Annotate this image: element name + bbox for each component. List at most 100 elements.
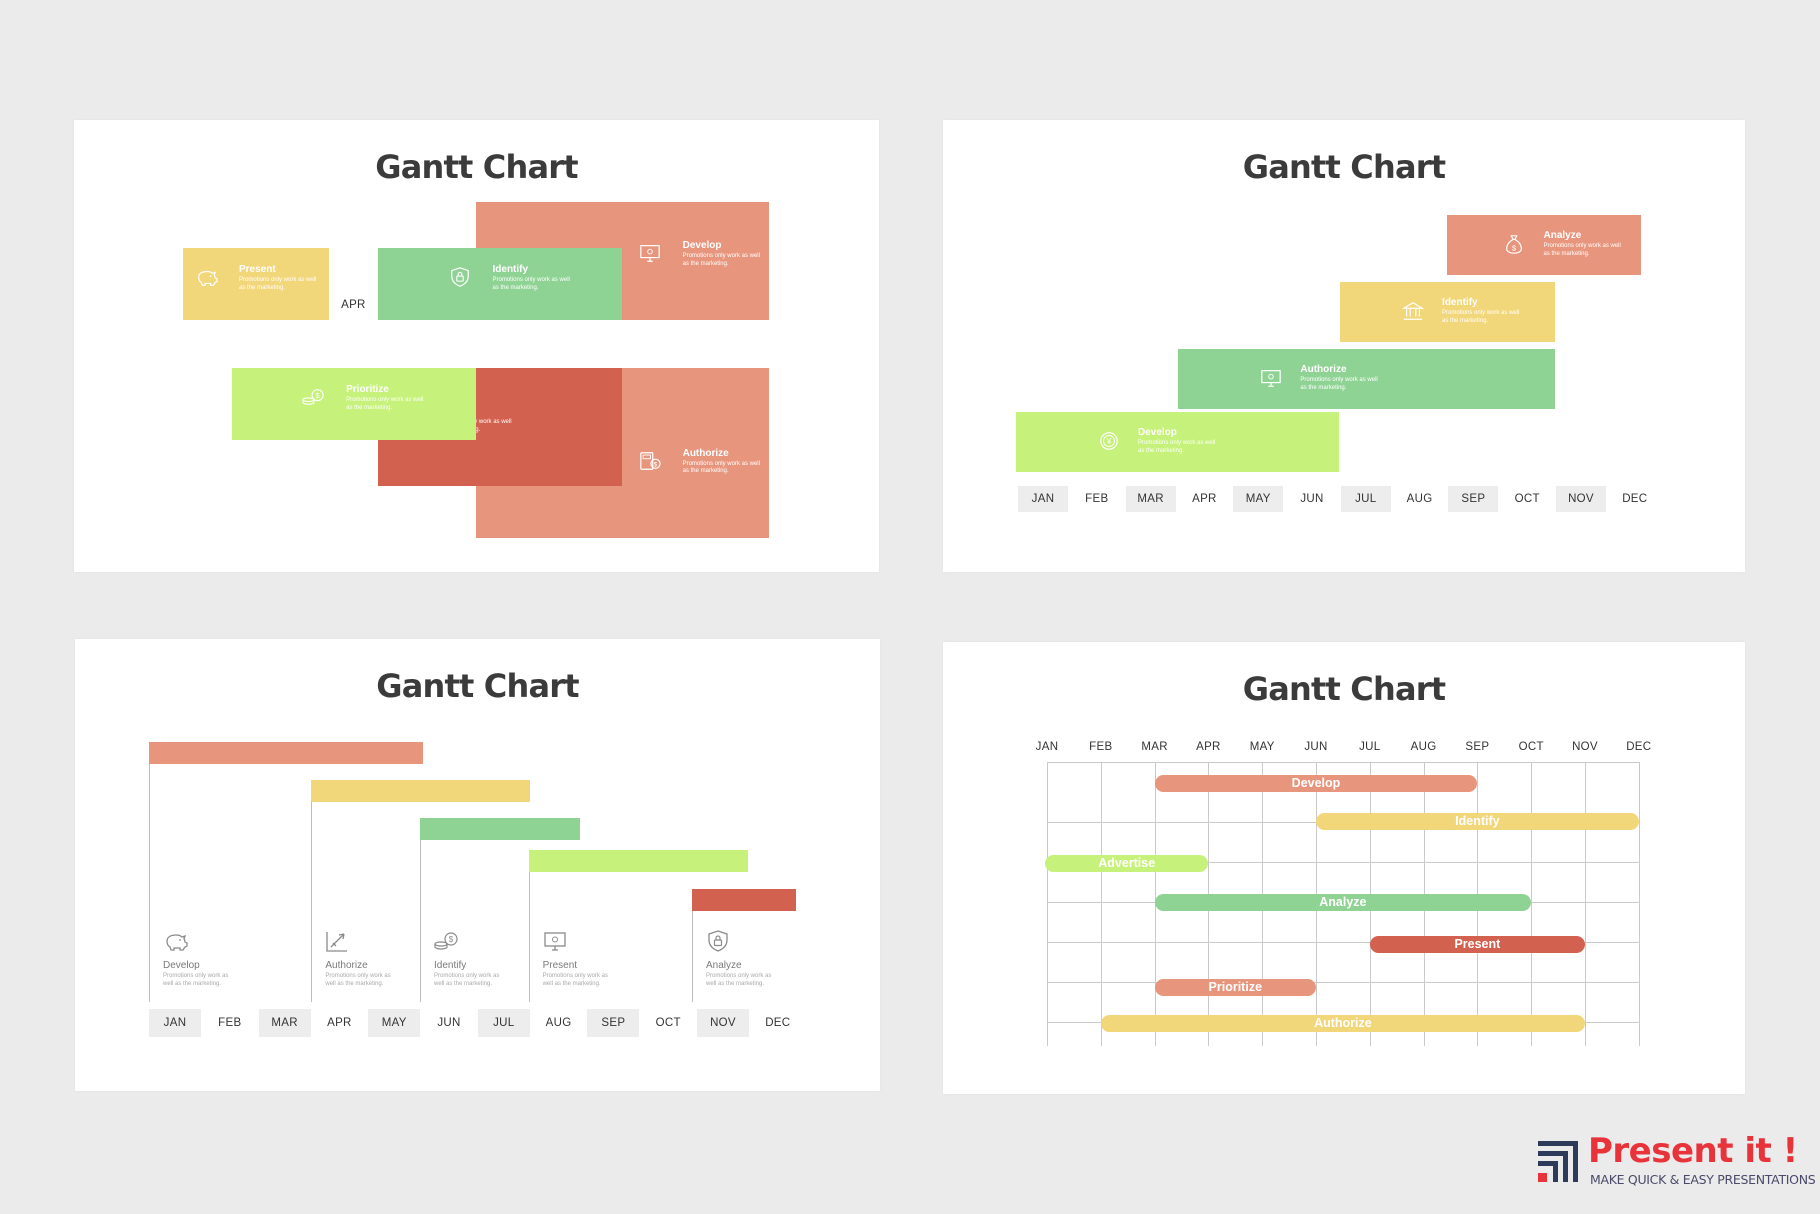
month-label-feb: FEB (1085, 493, 1109, 505)
flag-pole (149, 764, 150, 1002)
month-label-dec: DEC (765, 1017, 791, 1029)
month-label-jul: JUL (477, 1009, 530, 1037)
month-label-oct: OCT (1514, 493, 1540, 505)
svg-text:$: $ (449, 935, 454, 944)
task-bar-analyze: Analyze (1154, 894, 1532, 911)
task-description: Promotions only work as well as the mark… (346, 397, 424, 411)
task-title: Analyze (1543, 230, 1582, 241)
task-bar-identify: Identify (1316, 813, 1639, 830)
month-label-apr: APR (341, 299, 366, 311)
task-description: Promotions only work as well as the mark… (239, 277, 317, 291)
month-label-jun: JUN (1304, 741, 1328, 753)
brand-logo: Present it ! MAKE QUICK & EASY PRESENTAT… (1538, 1131, 1816, 1195)
monitor-icon (541, 929, 569, 953)
month-label-nov: NOV (1572, 741, 1598, 753)
task-description: Promotions only work as well as the mark… (682, 253, 760, 267)
task-title: Prioritize (346, 384, 389, 395)
slide-2-gantt-staircase: Gantt Chart JAN FEB MAR APR MAY JUN JUL AUG SEP O… (943, 120, 1745, 572)
slide-title: Gantt Chart (1242, 148, 1446, 186)
brand-mark-icon (1538, 1141, 1578, 1182)
task-flag-present (528, 850, 748, 872)
month-label-nov: NOV (697, 1009, 749, 1037)
task-title: Develop (1138, 427, 1177, 438)
grid-line-vertical (1585, 762, 1586, 1046)
money-bag-icon: $ (1501, 233, 1527, 255)
task-title: Present (542, 960, 578, 971)
task-title: Identify (434, 960, 467, 971)
flag-pole (311, 802, 313, 1002)
task-bar-present: Present Promotions only work as well as t… (183, 248, 330, 320)
task-title: Identify (492, 264, 529, 275)
svg-text:$: $ (316, 391, 320, 400)
task-bar-prioritize: $ Prioritize Promotions only work as well … (231, 368, 476, 440)
month-label-dec: DEC (1626, 741, 1652, 753)
grid-line-vertical (1531, 762, 1533, 1046)
task-title: Authorize (325, 960, 368, 971)
grid-line-vertical (1100, 762, 1102, 1046)
task-bar-authorize: Authorize (1100, 1015, 1585, 1032)
task-description: Promotions only work as well as the mark… (492, 277, 570, 291)
month-label-jun: JUN (1300, 493, 1324, 505)
month-label-oct: OCT (655, 1017, 681, 1029)
task-flag-develop (149, 742, 423, 764)
task-bar-identify: Identify Promotions only work as well as … (378, 248, 623, 320)
month-label-may: MAY (368, 1009, 421, 1037)
grid-line-vertical (1047, 762, 1048, 1046)
task-title: Identify (1442, 297, 1478, 308)
piggy-bank-icon (161, 929, 189, 953)
month-label-mar: MAR (1125, 486, 1176, 512)
task-bar-develop: ¥ Develop Promotions only work as well as … (1016, 412, 1339, 472)
task-title: Authorize (1300, 364, 1347, 375)
task-bar-present: Present (1369, 936, 1585, 953)
shield-lock-icon (447, 266, 473, 288)
month-label-nov: NOV (1556, 486, 1606, 512)
coins-icon: $ (432, 929, 460, 953)
task-bar-prioritize: Prioritize (1154, 979, 1316, 996)
month-label-dec: DEC (1622, 493, 1648, 505)
task-bar-authorize: Authorize Promotions only work as well as… (1178, 349, 1555, 409)
month-label-sep: SEP (587, 1009, 640, 1037)
task-flag-authorize (311, 780, 530, 802)
month-label-sep: SEP (1448, 486, 1499, 512)
brand-tagline: MAKE QUICK & EASY PRESENTATIONS (1590, 1172, 1816, 1187)
month-label-feb: FEB (218, 1017, 242, 1029)
monitor-icon (637, 242, 663, 264)
month-label-apr: APR (1192, 493, 1217, 505)
flag-pole (692, 911, 693, 1002)
month-label-feb: FEB (1089, 741, 1113, 753)
task-description: Promotions only work as well as the mark… (325, 973, 391, 987)
task-description: Promotions only work as well as the mark… (1300, 377, 1378, 391)
slide-title: Gantt Chart (1242, 670, 1446, 708)
month-label-jan: JAN (1035, 741, 1059, 753)
month-label-apr: APR (1196, 741, 1221, 753)
grid-line-horizontal (1047, 942, 1639, 943)
task-title: Develop (163, 960, 200, 971)
month-label-aug: AUG (545, 1017, 572, 1029)
task-title: Analyze (706, 960, 742, 971)
brand-name: Present it ! (1588, 1131, 1798, 1171)
piggy-bank-icon (193, 266, 219, 288)
slide-title: Gantt Chart (375, 148, 578, 186)
task-bar-develop: Develop (1154, 775, 1478, 792)
month-label-apr: APR (327, 1017, 352, 1029)
task-description: Promotions only work as well as the mark… (1543, 243, 1621, 257)
rocket-chart-icon (323, 929, 351, 953)
month-label-may: MAY (1233, 486, 1284, 512)
coins-icon: $ (300, 386, 326, 408)
month-label-mar: MAR (1141, 741, 1168, 753)
task-flag-identify (420, 818, 581, 840)
month-label-oct: OCT (1518, 741, 1544, 753)
month-label-jun: JUN (437, 1017, 461, 1029)
task-description: Promotions only work as well as the mark… (1442, 310, 1520, 324)
svg-text:$: $ (1512, 243, 1516, 252)
task-description: Promotions only work as well as the mark… (434, 973, 500, 987)
task-title: Authorize (682, 447, 729, 459)
month-label-may: MAY (1249, 741, 1275, 753)
svg-text:¥: ¥ (1106, 437, 1112, 446)
month-label-aug: AUG (1410, 741, 1437, 753)
task-bar-analyze: $ Analyze Promotions only work as well as … (1447, 215, 1641, 275)
month-label-sep: SEP (1465, 741, 1490, 753)
monitor-icon (1258, 367, 1284, 389)
task-description: Promotions only work as well as the mark… (163, 973, 229, 987)
task-flag-analyze (692, 889, 796, 911)
